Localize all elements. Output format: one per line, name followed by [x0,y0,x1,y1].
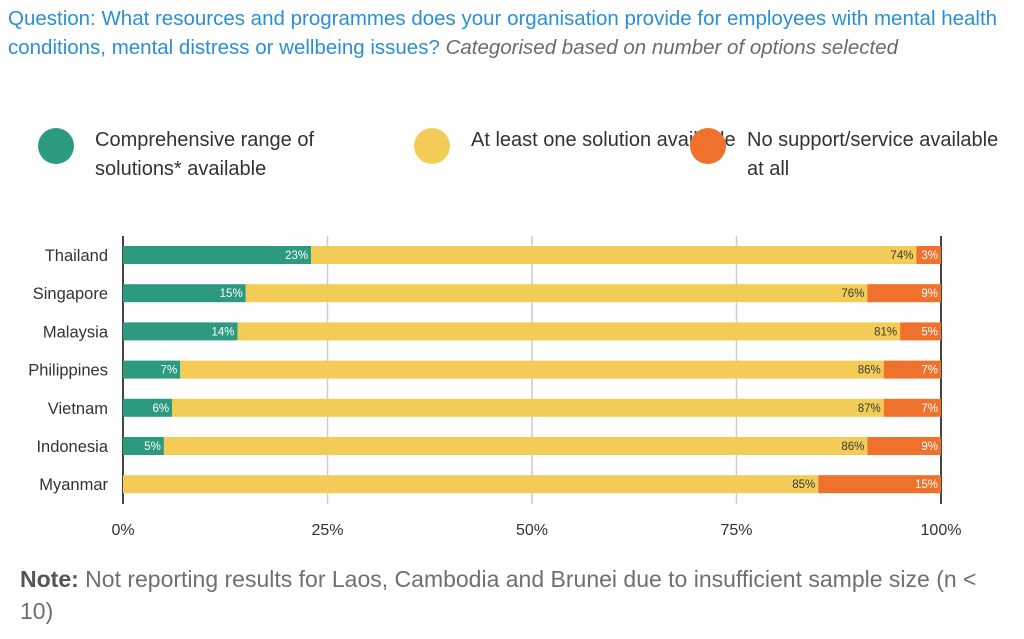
question-prefix: Question: What resources and programmes … [8,7,998,59]
data-label: 74% [890,250,913,262]
category-label: Vietnam [48,400,108,418]
data-label: 3% [921,250,938,262]
legend-swatch-comprehensive [38,128,74,164]
stacked-bar-chart: 0% 25% 50% 75% 100% Thailand 23% 74% 3% Singapore… [28,236,962,539]
x-tick-label: 0% [111,522,134,539]
x-tick-label: 50% [516,522,548,539]
bar-segment [311,246,917,264]
bar-segment [123,437,164,455]
bar-segment [916,246,941,264]
category-label: Thailand [45,247,108,265]
bar-segment [123,475,819,494]
data-label: 76% [841,288,864,300]
data-label: 87% [858,403,881,415]
data-label: 9% [921,288,938,300]
legend: Comprehensive range of solutions* availa… [0,124,1024,188]
data-label: 6% [152,403,169,415]
data-label: 86% [858,365,881,377]
category-label: Malaysia [43,323,109,341]
x-tick-label: 25% [311,522,343,539]
legend-swatch-at-least-one [414,128,450,164]
legend-swatch-no-support [690,128,726,164]
bar-segment [123,246,312,264]
x-tick-label: 75% [720,522,752,539]
bar-segment [123,360,181,379]
bar-segment [123,398,173,417]
bar-segment [883,360,941,379]
category-label: Myanmar [39,476,108,494]
data-label: 7% [161,365,178,377]
bar-segment [172,398,884,417]
category-label: Indonesia [36,438,108,456]
legend-label-no-support: No support/service available at all [747,129,999,180]
bar-segment [237,322,901,341]
data-label: 85% [792,479,815,491]
data-label: 23% [285,250,308,262]
legend-label-comprehensive: Comprehensive range of solutions* availa… [95,129,315,180]
bar-segment [123,322,238,341]
bar-segment [163,437,868,455]
x-tick-label: 100% [921,522,962,539]
category-label: Singapore [33,285,108,303]
data-label: 7% [921,403,938,415]
data-label: 9% [921,441,938,453]
bar-segment [867,284,941,303]
bar-segment [883,398,941,417]
bar-segment [900,322,941,341]
bar-segment [867,437,941,455]
data-label: 14% [211,326,234,338]
data-label: 86% [841,441,864,453]
data-label: 7% [921,365,938,377]
data-label: 81% [874,326,897,338]
question-suffix: Categorised based on number of options s… [445,36,898,59]
bar-segment [818,475,941,494]
note-text: Not reporting results for Laos, Cambodia… [20,566,977,624]
data-label: 15% [915,479,938,491]
note-label: Note: [20,566,79,592]
category-label: Philippines [28,362,108,380]
data-label: 5% [144,441,161,453]
data-label: 5% [921,326,938,338]
bar-segment [180,360,884,379]
question-text: Question: What resources and programmes … [8,4,1008,62]
footnote: Note: Not reporting results for Laos, Ca… [20,563,1010,627]
legend-label-at-least-one: At least one solution available [471,129,736,151]
bar-segment [123,284,246,303]
data-label: 15% [220,288,243,300]
bar-segment [245,284,868,303]
